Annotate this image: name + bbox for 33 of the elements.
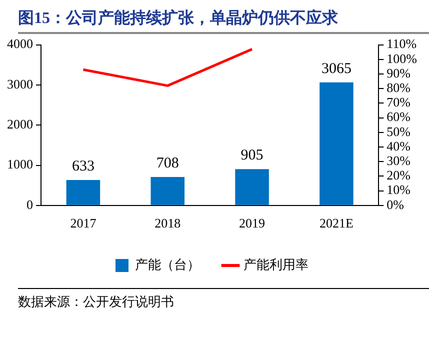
bar <box>320 82 354 205</box>
source-note: 数据来源：公开发行说明书 <box>18 293 175 311</box>
y-tick-label: 2000 <box>7 116 33 132</box>
legend-label: 产能利用率 <box>244 256 308 272</box>
y2-tick-label: 40% <box>386 138 411 154</box>
y2-tick-label: 90% <box>386 65 411 80</box>
chart-title: 图15：公司产能持续扩张，单晶炉仍供不应求 <box>18 8 339 29</box>
data-label: 3065 <box>321 60 352 77</box>
y2-tick-label: 0% <box>386 196 404 212</box>
y-tick-label: 1000 <box>7 156 33 172</box>
x-tick-label: 2018 <box>154 216 181 231</box>
x-tick-label: 2019 <box>239 216 266 231</box>
y-tick-label: 0 <box>26 196 33 212</box>
y2-tick-label: 30% <box>386 153 411 168</box>
y2-tick-label: 80% <box>386 80 411 96</box>
y-tick-label: 4000 <box>7 36 33 52</box>
data-label: 708 <box>156 155 179 172</box>
y2-tick-label: 70% <box>386 94 411 110</box>
data-label: 905 <box>240 148 264 164</box>
legend-label: 产能（台） <box>135 256 200 272</box>
y2-tick-label: 110% <box>386 36 417 52</box>
y2-tick-label: 10% <box>386 182 411 198</box>
bar <box>235 169 269 205</box>
data-label: 633 <box>72 158 94 174</box>
y2-tick-label: 60% <box>386 109 411 124</box>
y2-tick-label: 20% <box>386 168 411 183</box>
y2-tick-label: 50% <box>386 124 411 139</box>
x-tick-label: 2017 <box>70 216 97 231</box>
bar <box>66 180 100 205</box>
y2-tick-label: 100% <box>386 50 418 66</box>
y-tick-label: 3000 <box>7 76 33 92</box>
bar <box>150 176 185 205</box>
x-tick-label: 2021E <box>319 216 354 231</box>
